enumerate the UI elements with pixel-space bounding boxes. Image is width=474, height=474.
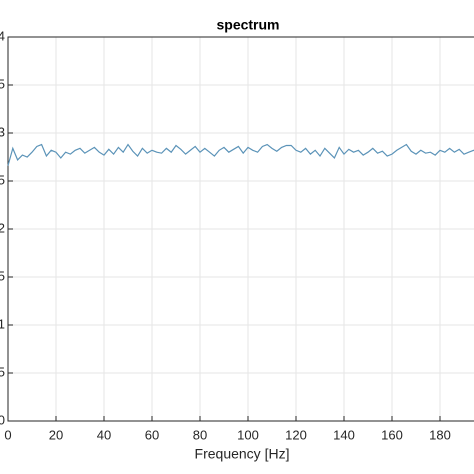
y-tick-label: 1.5	[0, 268, 5, 283]
x-tick-label: 140	[333, 427, 355, 442]
x-tick-label: 80	[193, 427, 207, 442]
y-tick-label: 0.5	[0, 364, 5, 379]
chart-title: spectrum	[216, 17, 279, 33]
x-tick-label: 60	[145, 427, 159, 442]
y-tick-label: 1	[0, 316, 5, 331]
x-tick-label: 0	[4, 427, 11, 442]
line	[7, 143, 474, 166]
y-tick-label: 3.5	[0, 76, 5, 91]
x-tick-label: 20	[49, 427, 63, 442]
y-tick-label: 4	[0, 28, 5, 43]
x-tick-label: 120	[285, 427, 307, 442]
axes-box	[7, 36, 474, 422]
x-tick-label: 40	[97, 427, 111, 442]
y-tick-label: 2	[0, 220, 5, 235]
y-tick-label: 2.5	[0, 172, 5, 187]
x-tick-label: 100	[237, 427, 259, 442]
x-axis-label: Frequency [Hz]	[195, 446, 290, 462]
x-tick-label: 180	[429, 427, 451, 442]
y-tick-label: 0	[0, 412, 5, 427]
y-tick-label: 3	[0, 124, 5, 139]
x-tick-label: 160	[381, 427, 403, 442]
